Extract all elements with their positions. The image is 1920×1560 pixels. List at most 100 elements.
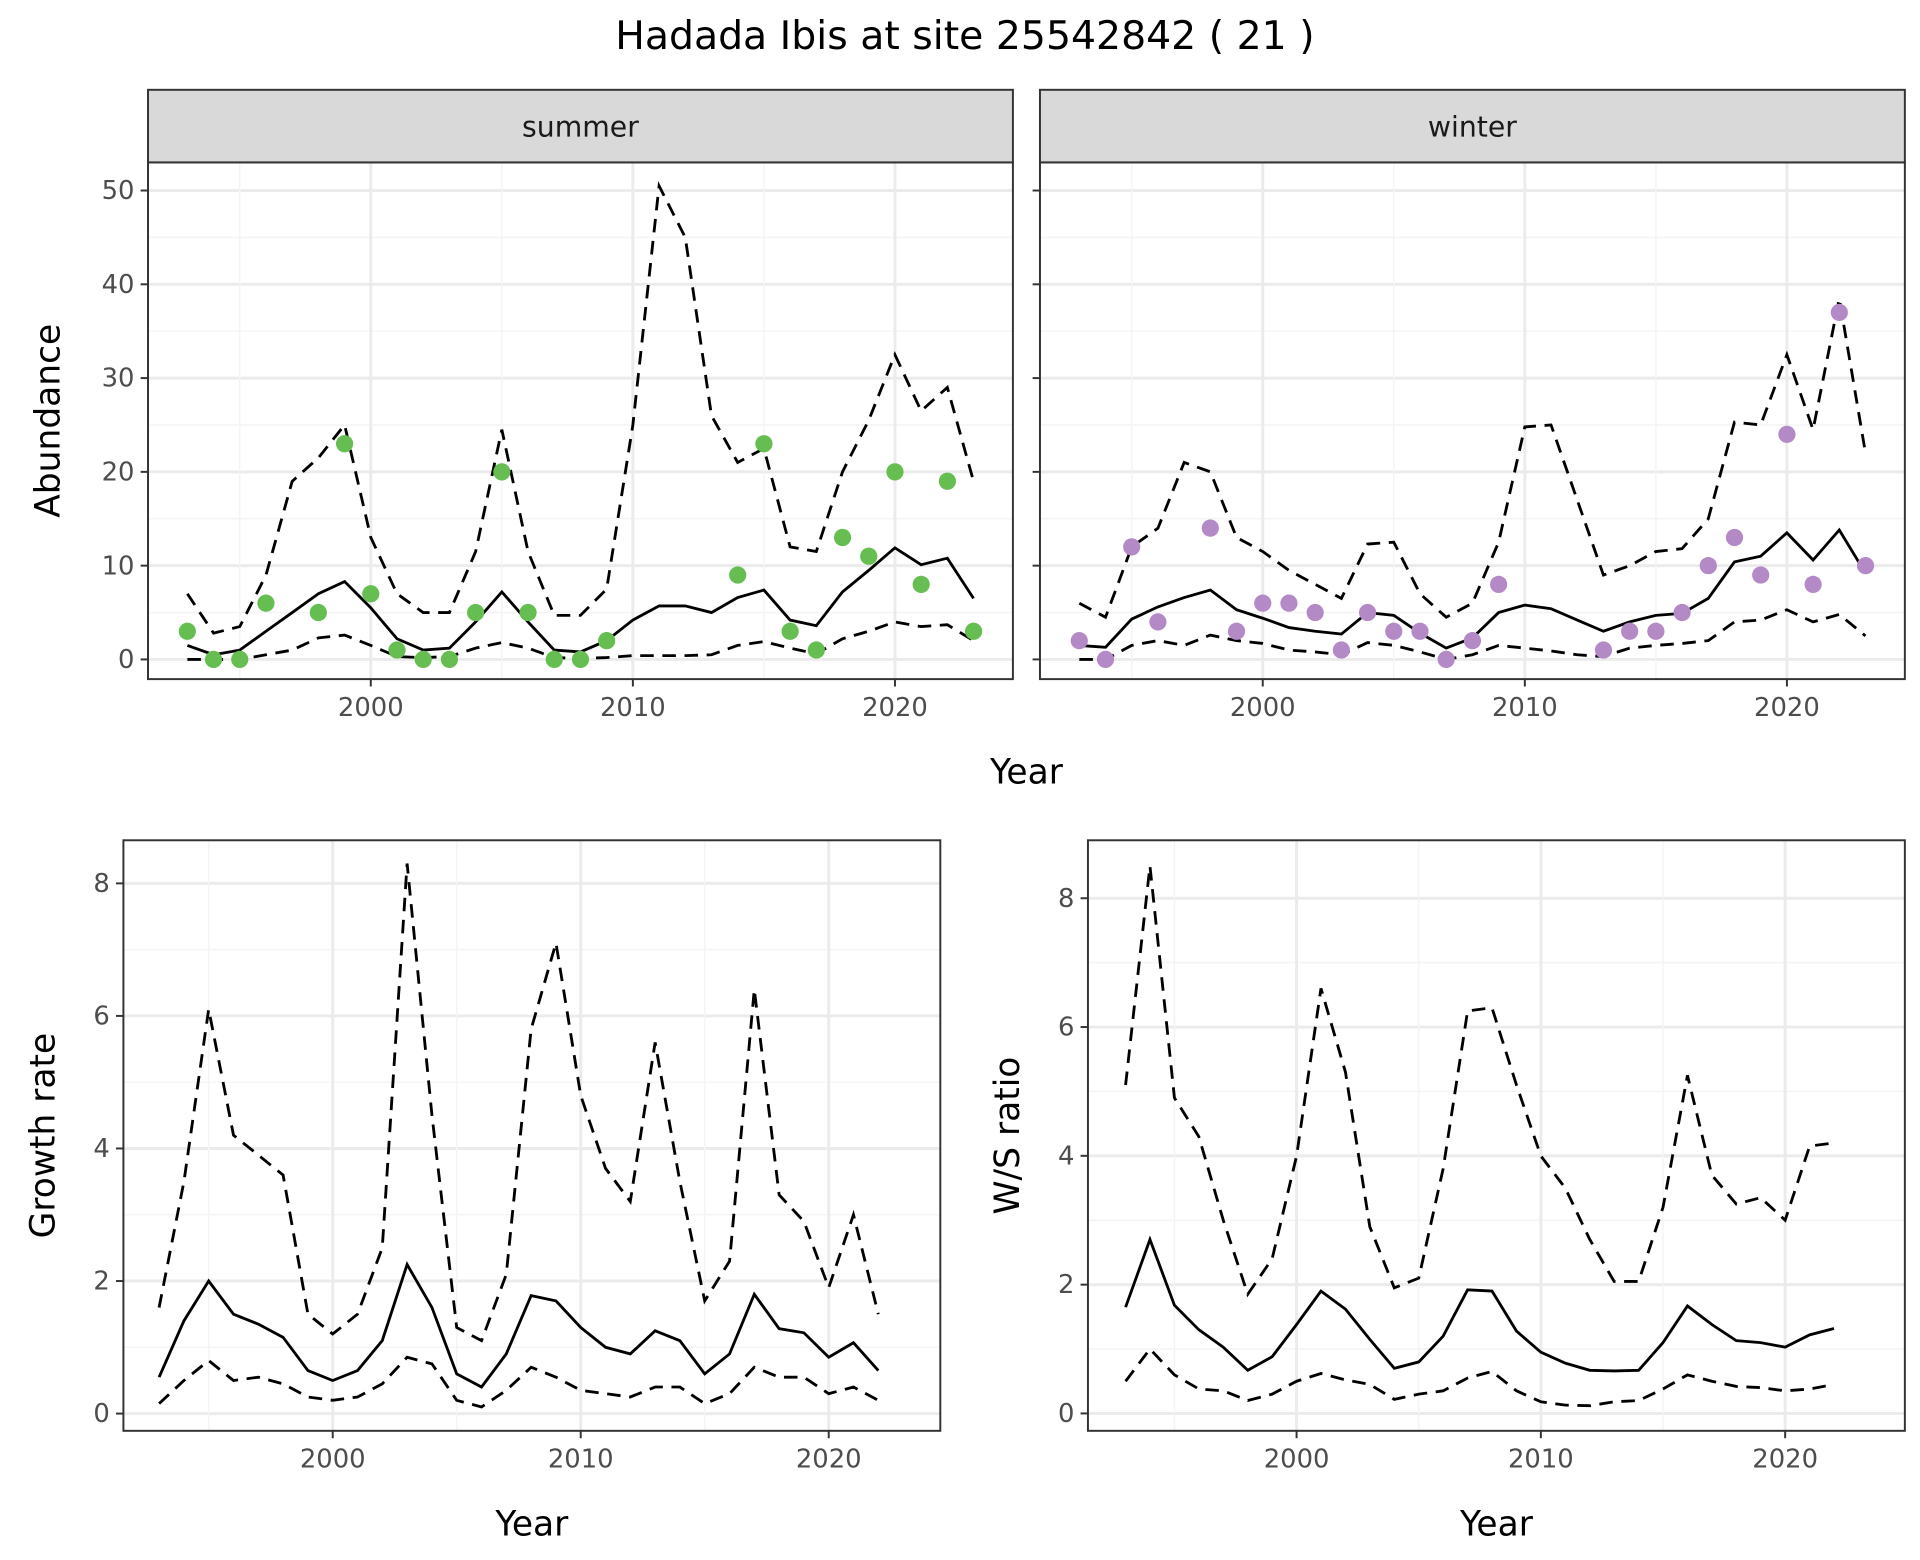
data-point — [545, 650, 563, 669]
data-point — [1201, 519, 1219, 537]
data-point — [964, 622, 983, 640]
facet-strip-label: winter — [1428, 111, 1517, 144]
data-point — [807, 641, 825, 659]
data-point — [1778, 425, 1796, 443]
panel-winter: winter 2000 2010 2020 — [1032, 88, 1906, 723]
x-tick-label: 2000 — [338, 693, 404, 723]
data-point — [467, 603, 485, 622]
y-tick-label: 50 — [102, 176, 135, 206]
data-point — [1856, 557, 1875, 575]
data-point — [1594, 641, 1613, 659]
data-point — [440, 650, 459, 669]
panel-border — [1086, 839, 1906, 1432]
panel-ratio: 2000 2010 2020 0 2 4 6 8 W/S ratio Year — [988, 839, 1906, 1544]
y-tick-label: 2 — [1058, 1270, 1074, 1300]
lower-bound-line — [1124, 1346, 1835, 1408]
y-tick-label: 6 — [1058, 1013, 1074, 1043]
panel-growth: 2000 2010 2020 0 2 4 6 8 Growth rate Year — [24, 839, 942, 1544]
plot-area — [1039, 162, 1905, 680]
data-point — [1306, 603, 1324, 622]
data-point — [257, 594, 275, 612]
x-tick-label: 2020 — [1752, 1445, 1818, 1475]
data-point — [1280, 594, 1298, 612]
y-tick-label: 6 — [93, 1002, 109, 1032]
mean-line — [1124, 1235, 1835, 1373]
y-tick-label: 8 — [1058, 884, 1074, 914]
data-point — [204, 650, 223, 669]
facet-strip-label: summer — [522, 111, 639, 144]
data-point — [362, 585, 380, 603]
data-point — [388, 641, 406, 659]
data-point — [860, 547, 878, 565]
data-point — [912, 575, 930, 594]
data-point — [833, 528, 852, 547]
data-point — [1463, 632, 1482, 650]
y-tick-label: 4 — [93, 1134, 109, 1164]
data-point — [231, 650, 249, 669]
x-axis-title: Year — [1459, 1504, 1534, 1544]
data-point — [309, 603, 327, 622]
x-tick-label: 2000 — [1264, 1445, 1330, 1475]
y-tick-label: 0 — [118, 645, 134, 675]
data-point — [493, 463, 511, 481]
data-point — [1673, 603, 1691, 622]
x-tick-label: 2000 — [1230, 693, 1296, 723]
data-point — [1725, 528, 1744, 547]
x-axis-title: Year — [494, 1504, 569, 1544]
data-point — [1149, 613, 1167, 631]
x-tick-label: 2010 — [1492, 693, 1558, 723]
facet-strip — [1038, 88, 1906, 164]
y-axis-title: Abundance — [28, 324, 68, 518]
data-point — [1227, 622, 1246, 640]
x-tick-label: 2000 — [300, 1445, 366, 1475]
data-point — [1699, 557, 1717, 575]
data-point — [886, 463, 904, 481]
lower-bound-line — [158, 1355, 879, 1409]
plot-area — [123, 840, 941, 1431]
x-tick-label: 2020 — [862, 693, 928, 723]
x-tick-label: 2020 — [1754, 693, 1820, 723]
data-point — [755, 435, 773, 453]
y-tick-label: 4 — [1058, 1141, 1074, 1171]
x-tick-label: 2010 — [1508, 1445, 1574, 1475]
data-point — [1070, 632, 1088, 650]
y-tick-label: 30 — [102, 364, 135, 394]
y-tick-label: 8 — [93, 869, 109, 899]
y-tick-label: 40 — [102, 270, 135, 300]
chart-title: Hadada Ibis at site 25542842 ( 21 ) — [615, 13, 1314, 59]
data-point — [1437, 650, 1455, 669]
data-point — [1385, 622, 1403, 640]
data-point — [1411, 622, 1429, 640]
data-point — [335, 435, 354, 453]
y-axis-title: W/S ratio — [988, 1057, 1028, 1215]
data-point — [414, 650, 432, 669]
data-point — [1752, 566, 1770, 584]
data-point — [1647, 622, 1665, 640]
data-point — [1830, 303, 1848, 322]
y-tick-label: 0 — [93, 1399, 109, 1429]
y-axis-title: Growth rate — [24, 1033, 64, 1239]
data-point — [1804, 575, 1822, 594]
plot-area — [148, 162, 1013, 680]
data-point — [519, 603, 537, 622]
data-point — [1332, 641, 1350, 659]
x-tick-label: 2020 — [796, 1445, 862, 1475]
y-tick-label: 0 — [1058, 1399, 1074, 1429]
lower-bound-line — [1079, 608, 1867, 661]
top-x-axis-title: Year — [989, 753, 1064, 793]
data-point — [1621, 622, 1639, 640]
x-tick-label: 2010 — [548, 1445, 614, 1475]
data-point — [729, 566, 747, 584]
data-point — [1358, 603, 1377, 622]
y-tick-label: 10 — [102, 551, 135, 581]
upper-bound-line — [1124, 865, 1835, 1298]
mean-line — [157, 1261, 880, 1389]
y-tick-label: 20 — [102, 457, 135, 487]
data-point — [598, 632, 616, 650]
data-point — [781, 622, 799, 640]
data-point — [1096, 650, 1115, 669]
panel-border — [122, 839, 942, 1432]
x-tick-label: 2010 — [600, 693, 666, 723]
data-point — [1490, 575, 1508, 594]
facet-strip — [147, 88, 1014, 164]
